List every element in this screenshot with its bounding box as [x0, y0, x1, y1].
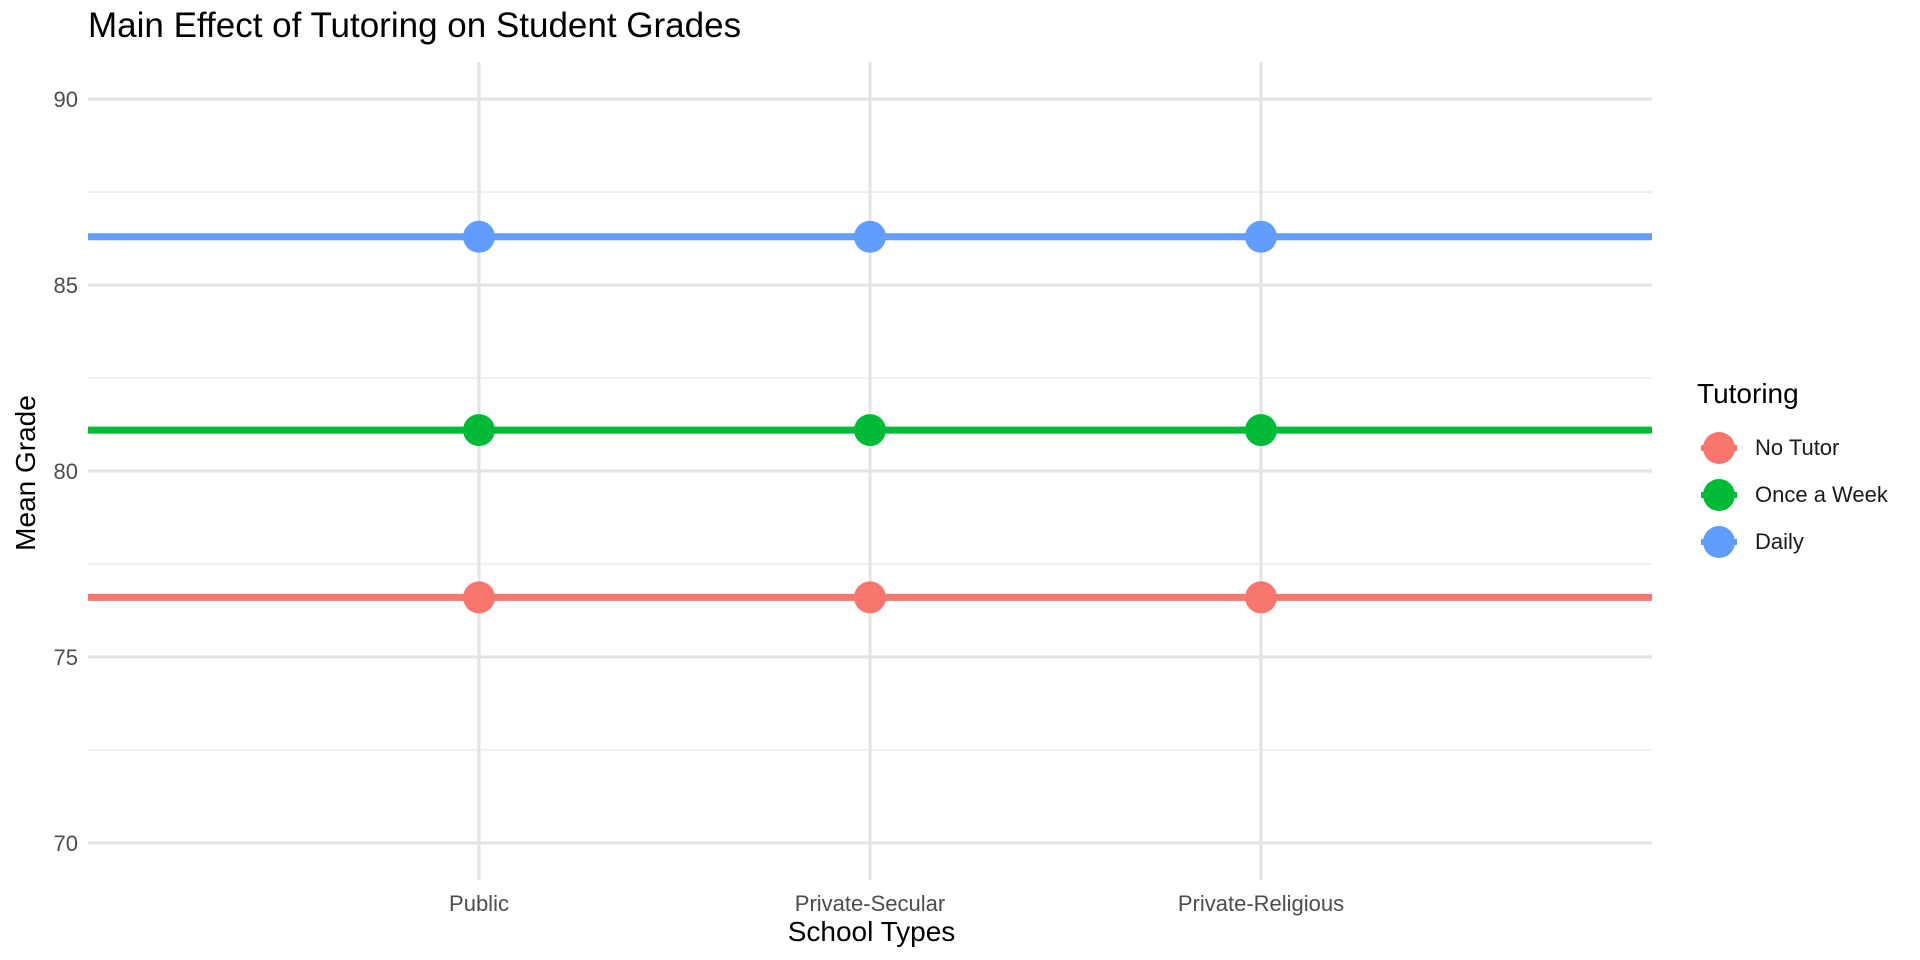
data-point-daily	[854, 220, 886, 253]
chart-title: Main Effect of Tutoring on Student Grade…	[88, 6, 742, 45]
y-tick-label: 80	[54, 459, 78, 484]
x-tick-label: Public	[449, 891, 509, 916]
legend-key-once-a-week	[1697, 471, 1741, 518]
legend-items: No Tutor Once a Week Daily	[1697, 424, 1888, 565]
data-point-no-tutor	[1245, 581, 1277, 614]
y-tick-label: 75	[54, 645, 78, 670]
legend-key-daily	[1697, 518, 1741, 565]
y-axis-label: Mean Grade	[10, 395, 41, 551]
y-tick-label: 90	[54, 87, 78, 112]
data-point-daily	[1245, 220, 1277, 253]
legend-item-once-a-week: Once a Week	[1697, 471, 1888, 518]
data-point-no-tutor	[463, 581, 495, 614]
data-point-no-tutor	[854, 581, 886, 614]
legend-key-dot	[1703, 526, 1735, 558]
legend-title: Tutoring	[1697, 378, 1799, 409]
legend-item-daily: Daily	[1697, 518, 1888, 565]
x-tick-label: Private-Secular	[795, 891, 945, 916]
legend-key-no-tutor	[1697, 424, 1741, 471]
data-point-daily	[463, 220, 495, 253]
data-point-once-a-week	[854, 414, 886, 447]
x-tick-label: Private-Religious	[1178, 891, 1344, 916]
data-point-once-a-week	[463, 414, 495, 447]
legend-label-daily: Daily	[1755, 528, 1804, 554]
legend-item-no-tutor: No Tutor	[1697, 424, 1888, 471]
legend: Tutoring No Tutor Once a Week Daily	[1697, 378, 1888, 565]
y-tick-label: 85	[54, 273, 78, 298]
legend-key-dot	[1703, 432, 1735, 464]
y-tick-label: 70	[54, 831, 78, 856]
legend-label-no-tutor: No Tutor	[1755, 434, 1840, 460]
x-axis-label: School Types	[787, 916, 956, 947]
data-point-once-a-week	[1245, 414, 1277, 447]
legend-label-once-a-week: Once a Week	[1755, 481, 1888, 507]
legend-key-dot	[1703, 479, 1735, 511]
